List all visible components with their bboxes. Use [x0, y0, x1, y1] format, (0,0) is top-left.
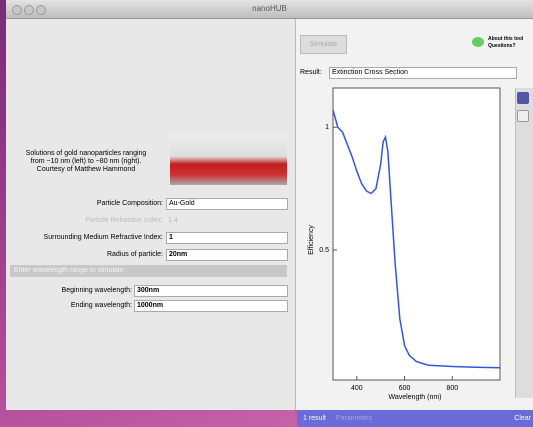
- y-axis-label: Efficiency: [308, 225, 315, 255]
- chart: Wavelength (nm) Efficiency 400 600 800 0.5 1: [0, 0, 533, 427]
- plot-area: [333, 88, 500, 380]
- x-tick-label: 400: [351, 385, 363, 392]
- page: nanoHUB Solutions of gold nanoparticles …: [0, 0, 533, 427]
- y-tick-label: 1: [325, 124, 329, 131]
- y-tick-label: 0.5: [319, 247, 329, 254]
- x-tick-label: 600: [399, 385, 411, 392]
- x-tick-label: 800: [446, 385, 458, 392]
- clear-button[interactable]: Clear: [514, 410, 531, 427]
- results-tab[interactable]: 1 result: [303, 415, 326, 422]
- parameters-tab[interactable]: Parameters: [336, 415, 372, 422]
- status-bar: 1 result Parameters Clear: [297, 410, 533, 427]
- x-axis-label: Wavelength (nm): [388, 394, 441, 401]
